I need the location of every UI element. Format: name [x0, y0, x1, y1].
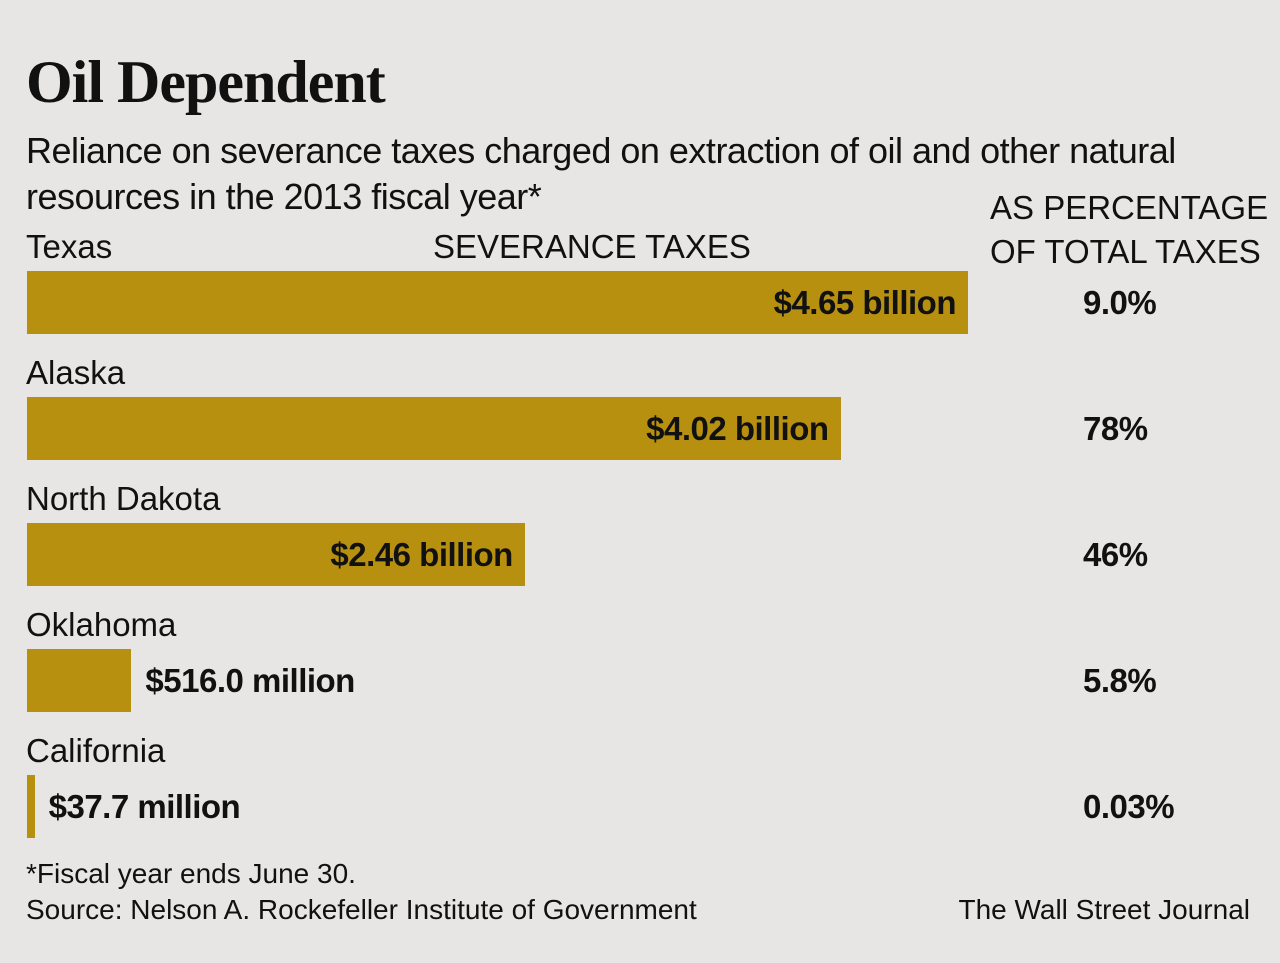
value-label: $516.0 million: [145, 662, 355, 699]
footnote: *Fiscal year ends June 30.: [26, 858, 356, 889]
column-header: SEVERANCE TAXES: [433, 228, 751, 265]
category-label: Alaska: [26, 354, 126, 391]
bar: [27, 397, 841, 460]
percent-label: 0.03%: [1083, 788, 1175, 825]
credit: The Wall Street Journal: [958, 894, 1250, 925]
source: Source: Nelson A. Rockefeller Institute …: [26, 894, 697, 925]
category-label: Texas: [26, 228, 113, 265]
value-label: $37.7 million: [48, 788, 241, 825]
percent-label: 78%: [1083, 410, 1148, 447]
category-label: California: [26, 732, 166, 769]
category-label: Oklahoma: [26, 606, 177, 643]
value-label: $4.65 billion: [773, 284, 957, 321]
percent-label: 46%: [1083, 536, 1148, 573]
percent-label: 5.8%: [1083, 662, 1157, 699]
value-label: $4.02 billion: [646, 410, 829, 447]
bar: [27, 775, 35, 838]
chart-subtitle: Reliance on severance taxes charged on e…: [26, 130, 1176, 217]
bar: [27, 523, 525, 586]
chart-title: Oil Dependent: [26, 49, 386, 115]
bar: [27, 271, 968, 334]
category-label: North Dakota: [26, 480, 221, 517]
column-header: AS PERCENTAGE OF TOTAL TAXES: [990, 189, 1269, 270]
bar: [27, 649, 132, 712]
value-label: $2.46 billion: [330, 536, 513, 573]
percent-label: 9.0%: [1083, 284, 1157, 321]
